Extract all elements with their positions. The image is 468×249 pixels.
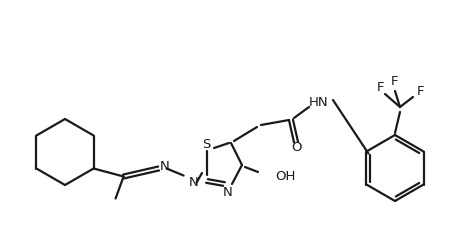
Text: O: O <box>291 140 301 153</box>
Text: N: N <box>160 160 169 173</box>
Text: N: N <box>189 176 198 189</box>
Text: N: N <box>223 186 233 198</box>
Text: HN: HN <box>309 96 329 109</box>
Text: F: F <box>376 80 384 94</box>
Text: OH: OH <box>275 171 295 184</box>
Text: F: F <box>416 84 424 98</box>
Text: F: F <box>391 74 399 87</box>
Text: S: S <box>202 137 210 150</box>
